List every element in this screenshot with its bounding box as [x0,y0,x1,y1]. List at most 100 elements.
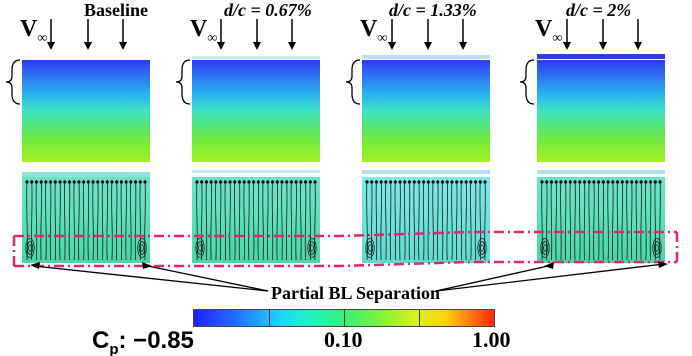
brace-icon [345,59,361,105]
streamline-seed [308,180,312,184]
streamline [115,179,118,261]
streamline-seed [119,180,123,184]
streamline-seed [436,180,440,184]
streamline-seed [96,180,100,184]
streamline [309,179,312,261]
streamline [267,179,269,261]
streamline-seed [473,180,478,184]
streamline [82,179,85,261]
highlight-bottom-edge [14,260,677,268]
streamline [630,179,633,261]
colorbar-max-label: 1.00 [472,327,511,352]
streamline [49,179,52,261]
separation-vortex [140,244,144,252]
streamline-seed [129,180,133,184]
freestream-label-2: V∞ [190,16,218,46]
streamline [130,179,132,261]
streamline-seed [270,180,275,184]
streamline [635,179,638,261]
streamline [579,179,581,261]
streamline-seed [398,180,402,184]
streamline-seed [549,180,554,184]
panel-title-d-c-067: d/c = 0.67% [224,0,312,20]
streamline [399,179,401,261]
streamline [659,179,661,261]
streamline-seed [564,180,568,184]
highlight-top-edge [14,230,677,238]
streamline [234,179,236,261]
streamline-seed [49,180,53,184]
streamline [583,179,586,261]
streamline-seed [91,180,95,184]
separation-vortex [137,238,147,258]
streamline [418,179,420,261]
streamline [593,179,595,261]
streamline [26,179,28,261]
streamline [474,179,477,261]
streamline-seed [370,180,374,184]
streamline [389,179,392,261]
streamline [602,179,605,261]
streamline-seed [559,180,563,184]
streamline [139,179,142,261]
freestream-label-4: V∞ [535,16,563,46]
freestream-label-1: V∞ [20,16,48,46]
streamline [574,179,576,261]
streamline [569,179,572,261]
streamline [465,179,467,261]
separation-vortex [308,241,316,255]
separation-vortex [477,238,487,258]
streamline-seed [138,180,142,184]
streamline [408,179,411,261]
streamline [375,179,378,261]
streamline [196,179,198,261]
streamline-seed [634,180,639,184]
streamline-seed [77,180,81,184]
freestream-label-3: V∞ [360,16,388,46]
streamline [243,179,245,261]
streamline [78,179,80,261]
annotation-arrow [147,265,269,292]
annotation-arrow [33,265,269,292]
streamline-seed [554,180,558,184]
streamline [134,179,137,261]
separation-vortex [365,238,375,258]
separation-vortex [195,238,205,258]
streamline-seed [223,180,227,184]
separation-vortex [366,241,374,255]
streamline [92,179,94,261]
streamline-seed [34,180,39,184]
streamline [144,179,146,261]
streamline [541,179,543,261]
streamline-seed [58,180,62,184]
streamline-seed [639,180,643,184]
streamline [281,179,283,261]
streamline [257,179,260,261]
streamline-seed [620,180,624,184]
streamline-seed [630,180,634,184]
streamline-seed [422,180,426,184]
streamline [470,179,472,261]
streamline [564,179,567,261]
streamline-seed [601,180,605,184]
streamline [479,179,482,261]
plate-layer [192,56,320,59]
streamline [40,179,42,261]
streamline [649,179,652,261]
annotation-arrow [435,263,665,292]
streamline-seed [124,180,128,184]
streamline [616,179,619,261]
pressure-contour-133 [362,60,490,162]
streamline [210,179,212,261]
streamline [654,179,657,261]
streamline-seed [611,180,615,184]
streamline-seed [25,180,29,184]
streamline [404,179,406,261]
streamline-seed [289,180,293,184]
streamline-seed [625,180,629,184]
streamline [125,179,127,261]
streamline [276,179,278,261]
separation-vortex [310,244,314,252]
streamline [626,179,628,261]
